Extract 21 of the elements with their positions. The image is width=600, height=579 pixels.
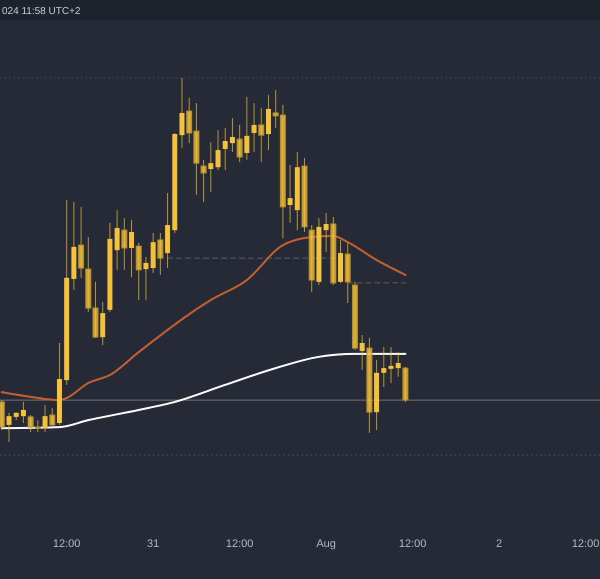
x-tick-label: 2 (496, 538, 502, 550)
x-tick-label: 12:00 (226, 538, 254, 550)
candlestick (208, 142, 214, 192)
candlestick (381, 346, 386, 388)
candlestick (388, 346, 394, 384)
candlestick (396, 352, 401, 378)
x-tick-label: 12:00 (572, 538, 600, 550)
candlestick (143, 256, 148, 301)
x-tick-label: 31 (147, 538, 160, 550)
candlestick (200, 159, 207, 203)
x-tick-label: 12:00 (398, 538, 426, 550)
candlestick (252, 102, 257, 152)
candlestick (114, 210, 120, 270)
candlestick (222, 127, 228, 171)
candlestick (324, 212, 329, 252)
candlestick (244, 96, 250, 160)
x-tick-label: Aug (316, 538, 336, 550)
candlestick (20, 401, 26, 424)
candlestick (216, 130, 221, 171)
text: 024 11:58 UTC+2 (2, 6, 81, 17)
x-tick-label: 12:00 (52, 538, 80, 550)
